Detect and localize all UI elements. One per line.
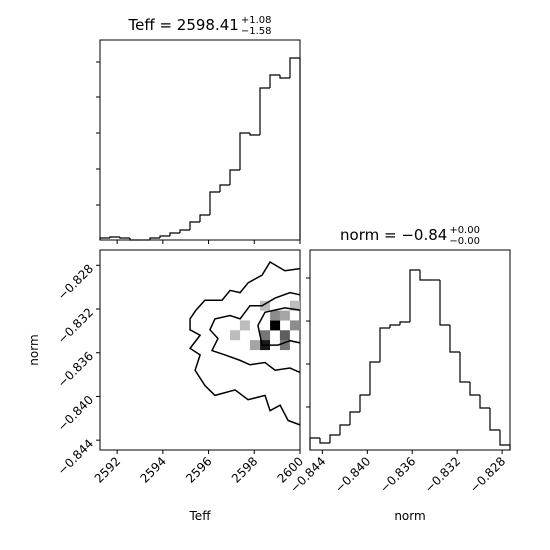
histogram-step <box>319 438 330 444</box>
title-superscript: +0.00 <box>449 225 480 236</box>
histogram-step <box>379 327 390 362</box>
histogram-step <box>309 437 320 450</box>
density-cell <box>279 310 290 321</box>
histogram-step <box>389 324 400 328</box>
x-axis-label: Teff <box>189 509 212 523</box>
density-cell <box>289 300 300 311</box>
histogram-step <box>179 229 190 233</box>
histogram-step <box>339 424 350 435</box>
y-tick-label: −0.832 <box>55 305 96 346</box>
histogram-step <box>279 75 290 79</box>
histogram-step <box>359 394 370 412</box>
histogram-step <box>289 57 301 240</box>
histogram-step <box>99 237 110 240</box>
histogram-step <box>269 74 280 88</box>
density-cell <box>249 340 260 351</box>
density-cell <box>270 320 281 331</box>
x-tick-label: 2598 <box>229 454 260 485</box>
histogram-step <box>439 280 450 326</box>
y-axis-label: norm <box>27 334 41 365</box>
histogram-step <box>459 352 470 383</box>
histogram-step <box>199 214 210 222</box>
y-tick-label: −0.840 <box>55 393 96 434</box>
histogram-step <box>219 184 230 192</box>
histogram-step <box>499 430 511 450</box>
x-axis-label: norm <box>394 509 425 523</box>
histogram-step <box>209 191 220 215</box>
histogram-step <box>149 237 160 240</box>
histogram-step <box>189 221 200 230</box>
y-tick-label: −0.828 <box>55 262 96 303</box>
panel-frame <box>309 249 511 451</box>
histogram-step <box>449 325 460 353</box>
histogram-step <box>349 411 360 425</box>
density-cell <box>260 330 271 341</box>
title-subscript: −1.58 <box>241 26 272 37</box>
histogram-step <box>109 236 120 238</box>
contour-line <box>257 307 301 346</box>
density-cell <box>260 300 271 311</box>
x-tick-label: 2592 <box>92 454 123 485</box>
density-cell <box>289 320 300 331</box>
density-cell <box>239 320 250 331</box>
histogram-step <box>239 132 250 170</box>
density-cell <box>270 310 281 321</box>
histogram-step <box>259 87 270 135</box>
histogram-step <box>229 169 240 185</box>
panel-title: norm = −0.84 <box>340 226 447 244</box>
title-superscript: +1.08 <box>241 15 272 26</box>
density-cell <box>279 340 290 351</box>
histogram-step <box>129 238 140 241</box>
density-cell <box>230 330 241 341</box>
histogram-step <box>159 235 170 238</box>
x-tick-label: 2596 <box>183 454 214 485</box>
y-tick-label: −0.836 <box>55 349 96 390</box>
x-tick-label: −0.836 <box>377 454 418 495</box>
title-subscript: −0.00 <box>449 236 480 247</box>
contour-line <box>188 261 301 426</box>
histogram-step <box>469 382 480 396</box>
x-tick-label: −0.840 <box>332 454 373 495</box>
panel-title: Teff = 2598.41 <box>128 16 239 34</box>
histogram-step <box>119 237 130 239</box>
histogram-step <box>489 408 500 431</box>
x-tick-label: 2594 <box>137 454 168 485</box>
histogram-step <box>169 232 180 236</box>
histogram-step <box>329 434 340 443</box>
histogram-step <box>479 395 490 409</box>
y-tick-label: −0.844 <box>55 436 96 477</box>
histogram-step <box>249 133 260 136</box>
panel-frame <box>99 39 301 241</box>
histogram-step <box>419 270 430 281</box>
panel-frame <box>99 249 301 451</box>
histogram-step <box>369 361 380 395</box>
x-tick-label: −0.832 <box>422 454 463 495</box>
density-cell <box>279 330 290 341</box>
contour-line <box>209 291 301 374</box>
x-tick-label: −0.828 <box>467 454 508 495</box>
histogram-step <box>399 321 410 325</box>
histogram-step <box>409 269 420 322</box>
